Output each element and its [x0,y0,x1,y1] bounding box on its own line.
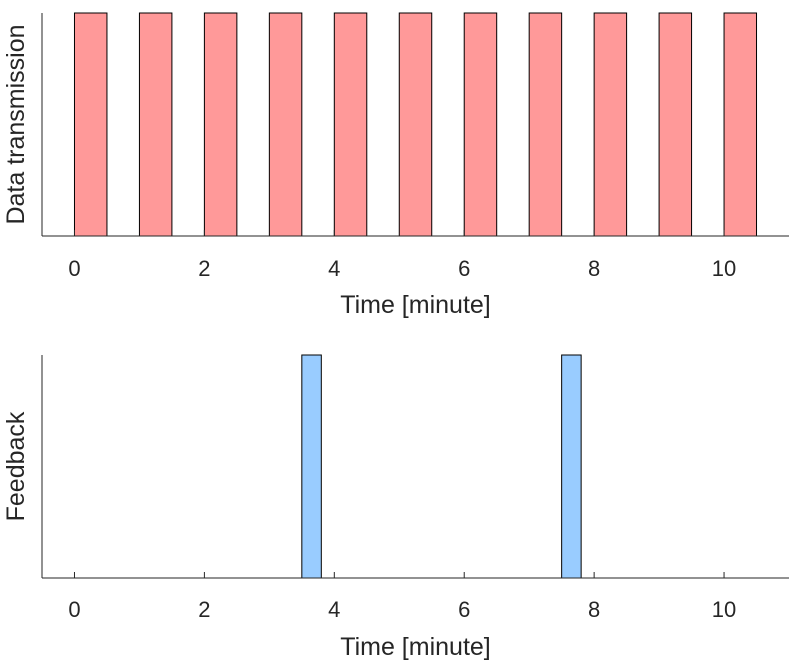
bar-11 [723,12,758,237]
x-tick-label: 10 [712,256,736,281]
x-ticks-group: 0 2 4 6 8 10 [68,230,736,281]
x-tick-label: 10 [712,597,736,622]
bar-2 [561,354,582,579]
x-tick-label: 4 [328,256,340,281]
x-ticks-group: 0 2 4 6 8 10 [68,572,736,622]
x-tick-label: 2 [198,256,210,281]
x-tick-label: 0 [68,597,80,622]
y-axis-label: Data transmission [2,24,30,224]
bar-7 [463,12,498,237]
x-tick-label: 6 [458,256,470,281]
x-tick-label: 0 [68,256,80,281]
bar-3 [203,12,238,237]
bar-9 [593,12,628,237]
y-axis-label: Feedback [2,411,30,521]
x-tick-label: 8 [588,597,600,622]
bar-1 [301,354,322,579]
x-tick-label: 6 [458,597,470,622]
bar-2 [138,12,173,237]
panel-feedback: 0 2 4 6 8 10 Time [minute] Feedback [2,354,789,661]
x-axis-label: Time [minute] [340,633,491,661]
bar-8 [528,12,563,237]
bar-6 [398,12,433,237]
bar-4 [268,12,303,237]
bar-1 [73,12,108,237]
x-tick-label: 2 [198,597,210,622]
x-axis-label: Time [minute] [340,291,491,319]
bar-5 [333,12,368,237]
panel-data-transmission: 0 2 4 6 8 10 Time [minute] Data transmission [2,12,789,319]
x-tick-label: 4 [328,597,340,622]
bars-group [301,354,582,579]
bar-10 [658,12,693,237]
x-tick-label: 8 [588,256,600,281]
bars-group [73,12,758,237]
